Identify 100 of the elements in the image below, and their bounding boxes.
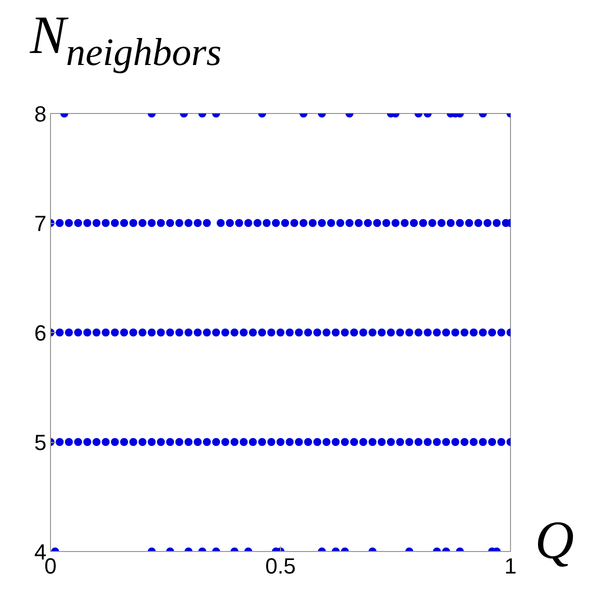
point <box>267 438 276 446</box>
point <box>83 438 92 446</box>
point <box>340 328 349 336</box>
point <box>212 438 220 446</box>
point <box>405 438 414 446</box>
point <box>456 219 464 227</box>
point <box>175 438 184 446</box>
point <box>64 328 73 336</box>
y-tick-label: 8 <box>34 102 47 126</box>
point <box>120 328 128 336</box>
point <box>308 219 317 227</box>
point <box>244 219 252 227</box>
point <box>267 328 276 336</box>
point <box>276 438 284 446</box>
point <box>392 219 400 227</box>
point <box>396 328 404 336</box>
point <box>156 438 165 446</box>
point <box>221 438 230 446</box>
point <box>56 219 64 227</box>
point <box>424 438 432 446</box>
point <box>276 328 284 336</box>
point <box>148 328 156 336</box>
point <box>166 219 174 227</box>
point <box>74 219 82 227</box>
point <box>281 219 290 227</box>
point <box>110 219 119 227</box>
point <box>248 328 257 336</box>
point <box>405 328 414 336</box>
point <box>410 219 418 227</box>
point <box>64 219 73 227</box>
point <box>240 328 248 336</box>
point <box>92 219 100 227</box>
point <box>470 328 478 336</box>
point <box>226 219 234 227</box>
point <box>248 438 257 446</box>
point <box>184 219 192 227</box>
point <box>56 328 64 336</box>
point <box>488 438 496 446</box>
point <box>492 219 501 227</box>
point <box>166 438 174 446</box>
point <box>313 328 322 336</box>
point <box>138 219 146 227</box>
point <box>56 438 64 446</box>
point <box>110 438 119 446</box>
point <box>304 328 312 336</box>
point <box>254 219 262 227</box>
point <box>354 219 363 227</box>
point <box>313 438 322 446</box>
point <box>368 328 376 336</box>
point <box>258 328 266 336</box>
point <box>386 328 395 336</box>
point <box>318 219 326 227</box>
point <box>340 438 349 446</box>
point <box>419 219 428 227</box>
point <box>262 219 271 227</box>
point <box>484 219 492 227</box>
point <box>386 438 395 446</box>
y-tick-label: 5 <box>34 430 47 455</box>
point <box>373 219 382 227</box>
point <box>216 219 225 227</box>
point <box>138 328 146 336</box>
point <box>272 219 280 227</box>
point <box>368 438 376 446</box>
point <box>92 438 100 446</box>
point <box>175 328 184 336</box>
point <box>497 328 506 336</box>
point <box>364 219 372 227</box>
point <box>478 328 487 336</box>
point <box>202 219 211 227</box>
point <box>378 438 386 446</box>
point <box>488 328 496 336</box>
point <box>332 438 340 446</box>
point <box>258 438 266 446</box>
point <box>194 438 202 446</box>
point <box>432 438 441 446</box>
y-tick-label: 6 <box>34 320 47 346</box>
point <box>470 438 478 446</box>
point <box>474 219 482 227</box>
point <box>322 438 330 446</box>
point <box>64 438 73 446</box>
point <box>294 438 303 446</box>
point <box>92 328 100 336</box>
point <box>148 219 156 227</box>
point <box>129 219 138 227</box>
point <box>396 438 404 446</box>
point <box>465 219 474 227</box>
point <box>336 219 344 227</box>
point <box>74 438 82 446</box>
point <box>382 219 390 227</box>
point <box>428 219 436 227</box>
point <box>184 328 192 336</box>
point <box>460 328 468 336</box>
point <box>424 328 432 336</box>
point <box>102 219 110 227</box>
point <box>451 438 460 446</box>
point <box>294 328 303 336</box>
point <box>83 219 92 227</box>
x-axis-title: Q <box>535 510 574 570</box>
point <box>148 438 156 446</box>
point <box>202 328 211 336</box>
